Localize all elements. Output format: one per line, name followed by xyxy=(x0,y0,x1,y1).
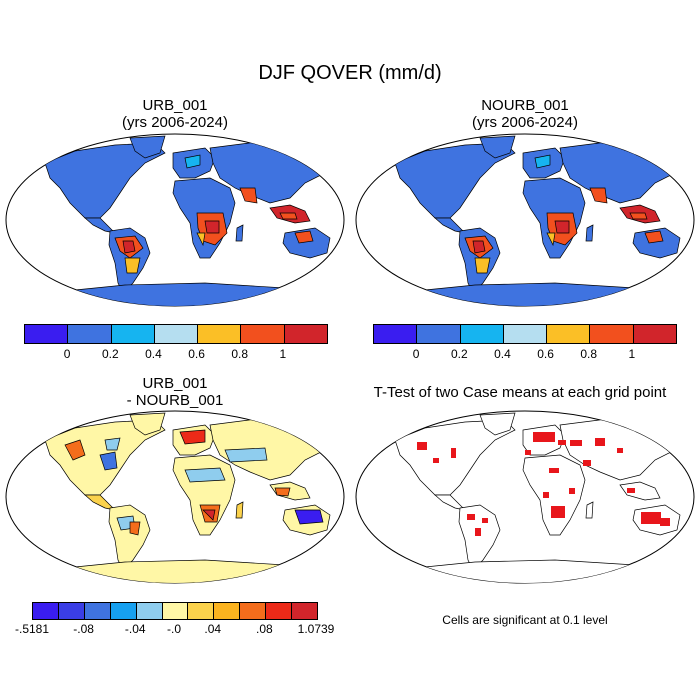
panel-3-title-line1: URB_001 xyxy=(142,375,208,392)
cb3-swatch-8 xyxy=(240,603,267,619)
cb3-swatch-4 xyxy=(136,603,163,619)
cb2-swatch-5 xyxy=(590,325,634,343)
colorbar-urb xyxy=(24,324,328,344)
cb2-swatch-0 xyxy=(374,325,418,343)
cb2ticks-label: 0.8 xyxy=(580,347,598,361)
panel-2-title-line2: (yrs 2006-2024) xyxy=(472,114,578,131)
cb2ticks-label: 0.6 xyxy=(537,347,554,361)
cb1-swatch-6 xyxy=(284,325,327,343)
cb3-swatch-1 xyxy=(58,603,85,619)
cb1ticks-label: 0.6 xyxy=(188,347,205,361)
panel-2-title-line1: NOURB_001 xyxy=(481,97,569,114)
panel-3-title: URB_001 - NOURB_001 xyxy=(25,375,325,409)
cb2-swatch-2 xyxy=(460,325,504,343)
panel-4-title-line1: T-Test of two Case means at each grid po… xyxy=(373,384,667,401)
cb3-swatch-10 xyxy=(292,603,317,619)
cb3-swatch-7 xyxy=(214,603,241,619)
cb2-swatch-3 xyxy=(503,325,548,343)
cb1-swatch-1 xyxy=(68,325,112,343)
cb1ticks-label: 1 xyxy=(279,347,287,361)
cb1ticks-label: 0.8 xyxy=(231,347,249,361)
cb1-swatch-0 xyxy=(25,325,69,343)
cb3ticks-label: .08 xyxy=(256,622,273,636)
map-difference xyxy=(5,410,345,584)
cb3ticks-label: -.5181 xyxy=(14,622,50,636)
cb1ticks-label: 0 xyxy=(63,347,71,361)
cb1ticks-label: 0.4 xyxy=(145,347,162,361)
cb2-swatch-1 xyxy=(417,325,461,343)
cb3-swatch-3 xyxy=(110,603,137,619)
map-ttest xyxy=(355,410,695,584)
cb1-swatch-4 xyxy=(198,325,242,343)
cb2-swatch-6 xyxy=(633,325,676,343)
colorbar-nourb xyxy=(373,324,677,344)
cb1-swatch-3 xyxy=(154,325,199,343)
cb2-swatch-4 xyxy=(547,325,591,343)
panel-1-title-line2: (yrs 2006-2024) xyxy=(122,114,228,131)
cb1-swatch-2 xyxy=(111,325,155,343)
panel-2-title: NOURB_001 (yrs 2006-2024) xyxy=(375,97,675,131)
cb2ticks-label: 0 xyxy=(412,347,420,361)
ttest-note: Cells are significant at 0.1 level xyxy=(442,613,608,627)
cb2ticks-label: 1 xyxy=(628,347,636,361)
colorbar-difference xyxy=(32,602,318,620)
panel-1-title: URB_001 (yrs 2006-2024) xyxy=(25,97,325,131)
cb3-swatch-5 xyxy=(162,603,189,619)
cb2ticks-label: 0.2 xyxy=(450,347,468,361)
figure-title: DJF QOVER (mm/d) xyxy=(258,62,442,84)
map-nourb xyxy=(355,133,695,307)
cb1ticks-label: 0.2 xyxy=(101,347,119,361)
cb3ticks-label: -.04 xyxy=(124,622,146,636)
cb3ticks-label: .04 xyxy=(204,622,222,636)
cb2ticks-label: 0.4 xyxy=(494,347,511,361)
map-urb xyxy=(5,133,345,307)
cb3-swatch-0 xyxy=(33,603,59,619)
cb3-swatch-6 xyxy=(188,603,215,619)
cb1-swatch-5 xyxy=(241,325,285,343)
cb3-swatch-9 xyxy=(266,603,293,619)
cb3ticks-label: -.08 xyxy=(73,622,94,636)
panel-3-title-line2: - NOURB_001 xyxy=(126,392,224,409)
cb3ticks-label: 1.0739 xyxy=(297,622,335,636)
panel-4-title: T-Test of two Case means at each grid po… xyxy=(345,384,695,401)
panel-1-title-line1: URB_001 xyxy=(142,97,208,114)
cb3ticks-label: -.0 xyxy=(166,622,182,636)
cb3-swatch-2 xyxy=(84,603,111,619)
